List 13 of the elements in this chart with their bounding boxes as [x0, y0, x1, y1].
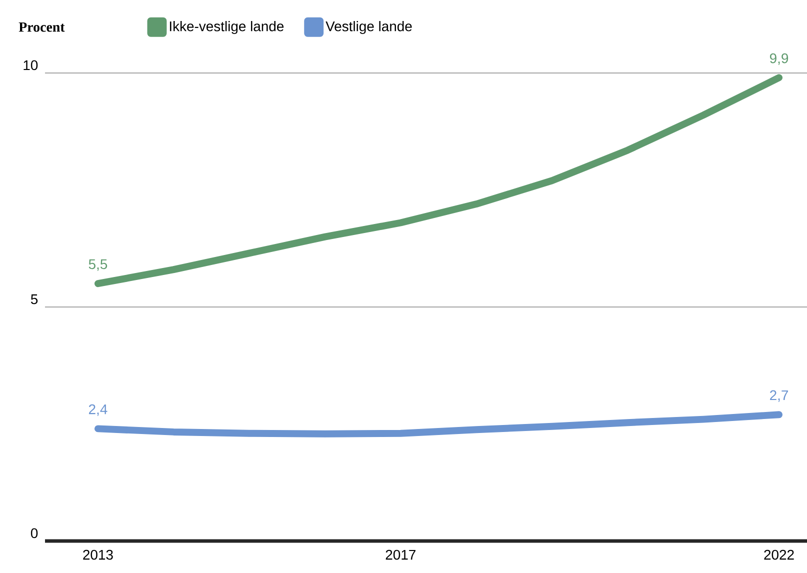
data-label: 9,9 [770, 53, 788, 65]
data-label: 5,5 [88, 259, 108, 271]
y-tick-label: 5 [30, 294, 38, 304]
x-tick-label: 2013 [83, 550, 113, 560]
x-tick-label: 2022 [764, 550, 794, 560]
y-tick-label: 10 [24, 60, 38, 70]
legend-label: Vestlige lande [326, 21, 412, 34]
y-axis-title: Procent [18, 22, 65, 32]
data-label: 2,4 [88, 404, 108, 416]
y-tick-label: 0 [30, 528, 38, 538]
data-label: 2,7 [770, 390, 788, 402]
legend-label: Ikke-vestlige lande [170, 21, 284, 34]
x-tick-label: 2017 [386, 550, 416, 560]
